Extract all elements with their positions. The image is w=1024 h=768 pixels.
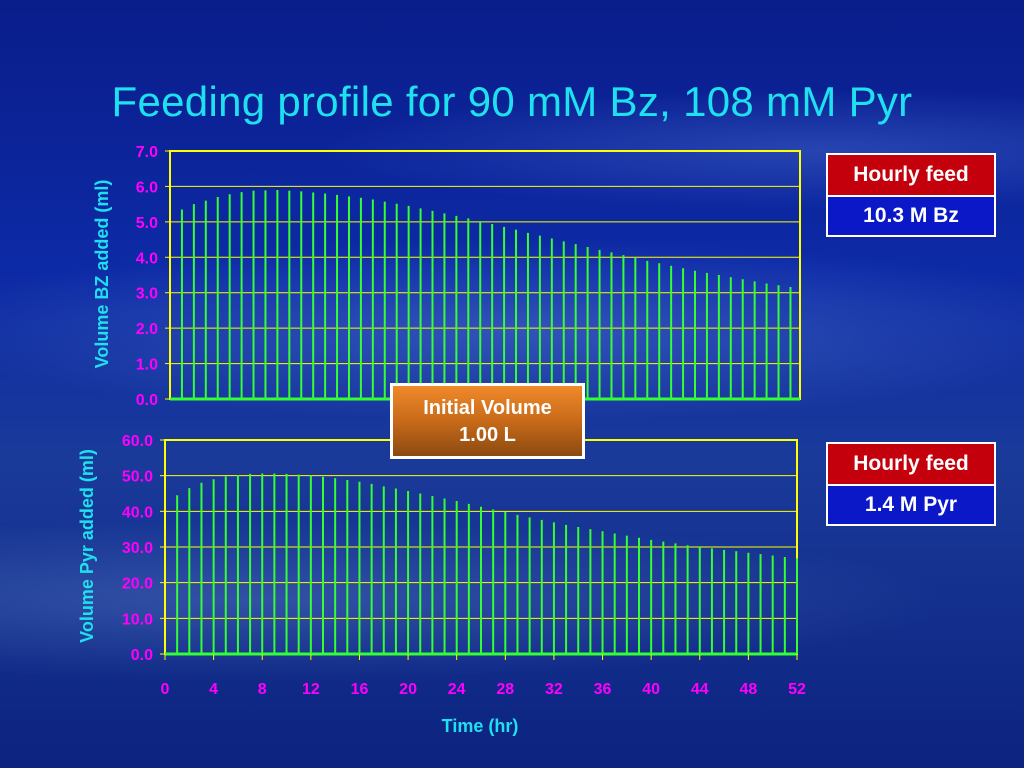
x-tick-label: 8	[258, 681, 267, 698]
initial-volume-value: 1.00 L	[459, 424, 516, 446]
y-tick-label: 40.0	[122, 504, 153, 521]
bz-bars	[170, 189, 800, 401]
y-tick-label: 0.0	[131, 647, 153, 664]
x-tick-label: 0	[161, 681, 170, 698]
pyr-y-tick-labels: 0.0 10.0 20.0 30.0 40.0 50.0 60.0	[122, 433, 165, 664]
x-tick-label: 48	[739, 681, 757, 698]
bz-feed-legend: Hourly feed 10.3 M Bz	[826, 153, 996, 237]
initial-volume-callout: Initial Volume 1.00 L	[390, 383, 585, 459]
x-tick-label: 36	[594, 681, 612, 698]
pyr-chart: 0.010.020.030.040.050.060.0 0 4 8 12 16 20 24 2…	[77, 433, 806, 736]
pyr-bars	[165, 473, 798, 656]
y-tick-label: 50.0	[122, 469, 153, 486]
initial-volume-label: Initial Volume	[423, 397, 552, 419]
x-tick-label: 20	[399, 681, 417, 698]
pyr-feed-legend-value: 1.4 M Pyr	[828, 486, 994, 524]
y-tick-label: 6.0	[136, 179, 158, 196]
bz-feed-legend-header: Hourly feed	[828, 155, 994, 197]
x-tick-label: 52	[788, 681, 806, 698]
y-tick-label: 10.0	[122, 611, 153, 628]
y-tick-label: 30.0	[122, 540, 153, 557]
x-tick-label: 44	[691, 681, 709, 698]
pyr-x-axis-label: Time (hr)	[442, 716, 519, 736]
bz-chart: 0.0 1.0 2.0 3.0 4.0 5.0 6.0 7.0 Volume BZ added…	[92, 144, 801, 409]
x-tick-label: 4	[209, 681, 218, 698]
bz-feed-legend-value: 10.3 M Bz	[828, 197, 994, 235]
pyr-x-tick-labels: 0 4 8 12 16 20 24 28 32 36 40 44 48 52	[161, 654, 806, 698]
y-tick-label: 7.0	[136, 144, 158, 161]
y-tick-label: 1.0	[136, 357, 158, 374]
pyr-feed-legend: Hourly feed 1.4 M Pyr	[826, 442, 996, 526]
x-tick-label: 24	[448, 681, 466, 698]
y-tick-label: 2.0	[136, 321, 158, 338]
pyr-y-axis-label: Volume Pyr added (ml)	[77, 449, 97, 643]
slide-title: Feeding profile for 90 mM Bz, 108 mM Pyr	[111, 78, 913, 125]
y-tick-label: 20.0	[122, 576, 153, 593]
y-tick-label: 5.0	[136, 215, 158, 232]
x-tick-label: 16	[351, 681, 369, 698]
y-tick-label: 4.0	[136, 250, 158, 267]
y-tick-label: 3.0	[136, 286, 158, 303]
x-tick-label: 32	[545, 681, 563, 698]
x-tick-label: 28	[496, 681, 514, 698]
x-tick-label: 40	[642, 681, 660, 698]
bz-y-axis-label: Volume BZ added (ml)	[92, 180, 112, 369]
x-tick-label: 12	[302, 681, 320, 698]
pyr-feed-legend-header: Hourly feed	[828, 444, 994, 486]
y-tick-label: 60.0	[122, 433, 153, 450]
bz-y-tick-labels: 0.0 1.0 2.0 3.0 4.0 5.0 6.0 7.0	[136, 144, 170, 409]
y-tick-label: 0.0	[136, 392, 158, 409]
